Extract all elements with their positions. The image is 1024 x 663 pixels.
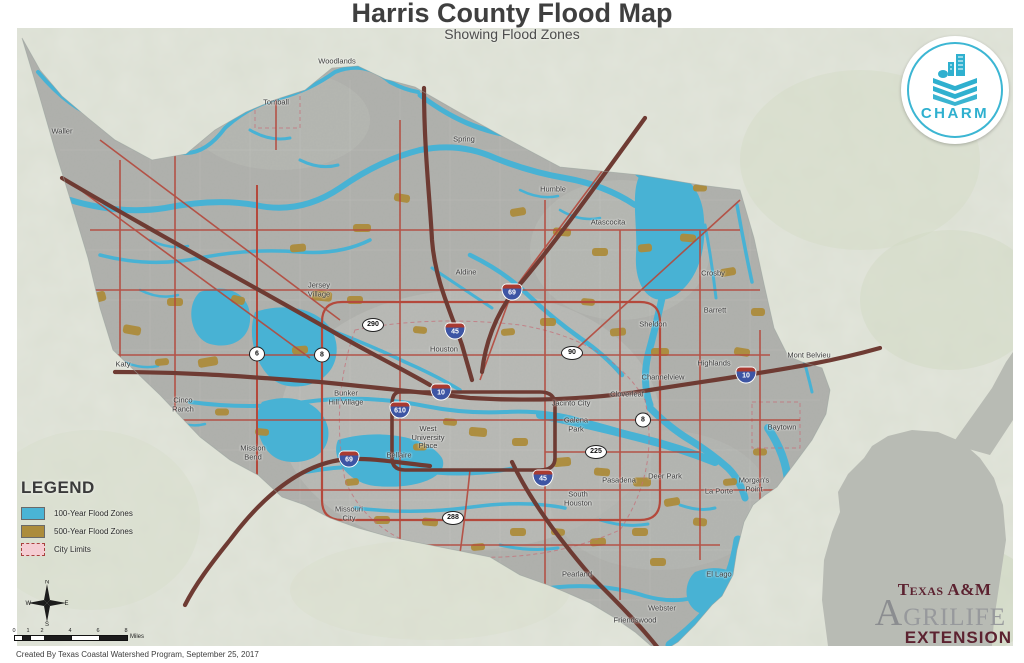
legend-item: 100-Year Flood Zones <box>21 507 133 520</box>
city-label: South Houston <box>564 489 592 507</box>
scale-tick: 0 <box>12 628 16 634</box>
city-label: West University Place <box>411 424 445 451</box>
legend-item-label: 500-Year Flood Zones <box>54 527 133 536</box>
city-label: Baytown <box>767 422 797 432</box>
legend-swatch-blue <box>21 507 45 520</box>
city-label: Bunker Hill Village <box>328 388 364 406</box>
agrilife-agrilife-text: AgriLife <box>874 592 1007 634</box>
city-label: Woodlands <box>318 56 356 66</box>
city-label: Bellaire <box>386 450 412 460</box>
legend-item: City Limits <box>21 543 133 556</box>
city-label: Jersey Village <box>307 280 331 298</box>
us-shield-225: 225 <box>585 445 607 459</box>
city-label: Houston <box>430 344 458 354</box>
city-label: Aldine <box>455 267 477 277</box>
city-label: Pearland <box>561 569 593 579</box>
legend: LEGEND 100-Year Flood Zones 500-Year Floo… <box>21 478 133 561</box>
city-label: Cloverleaf <box>610 389 644 399</box>
city-label: El Lago <box>706 569 732 579</box>
charm-logo-label: CHARM <box>920 105 990 122</box>
legend-item-label: City Limits <box>54 545 91 554</box>
map-title: Harris County Flood Map <box>351 0 673 28</box>
city-label: Webster <box>648 603 676 613</box>
attribution-text: Created By Texas Coastal Watershed Progr… <box>16 650 259 659</box>
city-label: Waller <box>51 126 73 136</box>
compass-n: N <box>45 580 49 586</box>
agrilife-extension-text: EXTENSION <box>904 628 1012 647</box>
interstate-shield-10: 10 <box>431 384 451 400</box>
city-label: Mont Belvieu <box>787 350 831 360</box>
scale-tick: 4 <box>68 628 72 634</box>
scale-bar-segments <box>14 635 128 641</box>
us-shield-290: 290 <box>362 318 384 332</box>
scale-tick: 2 <box>40 628 44 634</box>
legend-title: LEGEND <box>21 478 95 497</box>
compass-s: S <box>45 622 49 626</box>
city-label: La Porte <box>704 486 734 496</box>
city-label: Jacinto City <box>551 398 591 408</box>
compass-e: E <box>64 601 68 607</box>
us-shield-288: 288 <box>442 511 464 525</box>
scale-bar-unit: Miles <box>130 634 145 640</box>
city-label: Mission Bend <box>240 443 266 461</box>
charm-logo-ring <box>907 42 1003 138</box>
interstate-shield-610: 610 <box>390 402 410 418</box>
legend-swatch-city <box>21 543 45 556</box>
city-label: Channelview <box>641 372 685 382</box>
circle-shield-8: 8 <box>635 412 651 428</box>
city-label: Deer Park <box>648 471 682 481</box>
interstate-shield-69: 69 <box>339 451 359 467</box>
agrilife-logo: Texas A&M AgriLife EXTENSION <box>875 581 1012 646</box>
circle-shield-6: 6 <box>249 346 265 362</box>
city-label: Humble <box>540 184 566 194</box>
city-label: Highlands <box>697 358 731 368</box>
interstate-shield-10: 10 <box>736 367 756 383</box>
agrilife-texasam-text: Texas A&M <box>897 580 992 599</box>
city-label: Katy <box>115 359 131 369</box>
interstate-shield-45: 45 <box>533 470 553 486</box>
map-subtitle: Showing Flood Zones <box>444 26 580 42</box>
city-label: Cinco Ranch <box>172 395 194 413</box>
city-label: Sheldon <box>639 319 667 329</box>
scale-tick: 8 <box>124 628 128 634</box>
city-label: Friendswood <box>613 615 657 625</box>
city-label: Galena Park <box>563 415 589 433</box>
legend-item: 500-Year Flood Zones <box>21 525 133 538</box>
compass-w: W <box>26 601 32 607</box>
interstate-shield-69: 69 <box>502 284 522 300</box>
circle-shield-8: 8 <box>314 347 330 363</box>
scale-bar: 0 1 2 4 6 8 Miles <box>12 628 164 644</box>
compass-rose: N S W E <box>24 580 70 629</box>
legend-item-label: 100-Year Flood Zones <box>54 509 133 518</box>
city-label: Pasadena <box>602 475 636 485</box>
legend-swatch-gold <box>21 525 45 538</box>
city-label: Morgan's Point <box>738 475 770 493</box>
bay-water <box>822 430 1006 646</box>
scale-tick: 1 <box>26 628 30 634</box>
city-label: Atascocita <box>590 217 626 227</box>
charm-logo: CHARM <box>901 36 1009 144</box>
city-label: Missouri City <box>335 504 363 522</box>
city-label: Tomball <box>263 97 289 107</box>
scale-tick: 6 <box>96 628 100 634</box>
city-label: Spring <box>453 134 475 144</box>
charm-buildings-icon <box>933 54 977 106</box>
city-label: Barrett <box>703 305 727 315</box>
interstate-shield-45: 45 <box>445 323 465 339</box>
us-shield-90: 90 <box>561 346 583 360</box>
city-label: Crosby <box>701 268 725 278</box>
